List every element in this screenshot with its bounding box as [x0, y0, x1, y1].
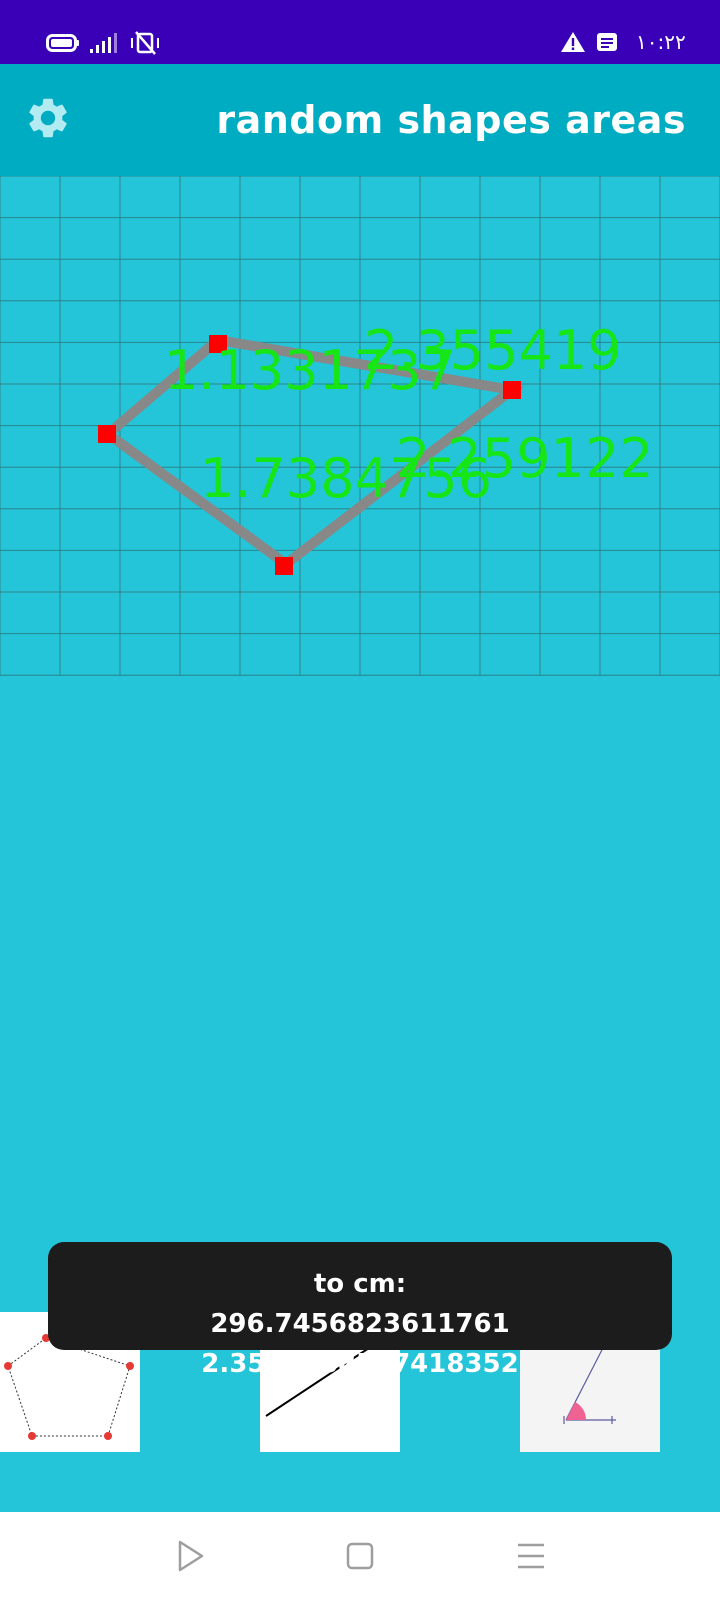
- toast-message: to cm: 296.7456823611761 2.3554188537418…: [48, 1242, 672, 1379]
- signal-icon: [90, 33, 117, 53]
- side-length-label: 2.355419: [364, 319, 622, 382]
- grid-svg: [0, 176, 720, 676]
- grid-lines: [0, 176, 720, 676]
- toast-value: 296.7456823611761 2.3554188537418352: [201, 1309, 519, 1379]
- line-icon: [265, 1345, 373, 1417]
- vertex-handle[interactable]: [275, 557, 293, 575]
- side-length-label: 1.1331737: [164, 339, 457, 402]
- side-length-label: 1.7384756: [200, 447, 493, 510]
- vibrate-mute-icon: [131, 31, 159, 55]
- home-icon[interactable]: [340, 1538, 380, 1574]
- app-bar: random shapes areas: [0, 64, 720, 176]
- drawing-canvas[interactable]: 1.1331737 2.355419 1.7384756 2.259122: [0, 176, 720, 676]
- back-icon[interactable]: [170, 1538, 210, 1574]
- app-title: random shapes areas: [216, 98, 686, 142]
- navigation-bar: [0, 1512, 720, 1600]
- vertex-handle[interactable]: [98, 425, 116, 443]
- status-time: ١٠:٢٢: [636, 30, 686, 54]
- vertex-handle[interactable]: [209, 335, 227, 353]
- notification-icon: [597, 33, 617, 51]
- battery-icon: [46, 34, 79, 52]
- status-bar: ١٠:٢٢: [0, 0, 720, 64]
- gear-icon[interactable]: [24, 94, 72, 142]
- warning-icon: [561, 32, 585, 52]
- angle-icon: [563, 1341, 616, 1424]
- pentagon-icon: [4, 1334, 134, 1440]
- side-length-label: 2.259122: [396, 427, 654, 490]
- vertex-handle[interactable]: [503, 381, 521, 399]
- toast-title: to cm:: [313, 1269, 407, 1299]
- menu-icon[interactable]: [512, 1538, 552, 1574]
